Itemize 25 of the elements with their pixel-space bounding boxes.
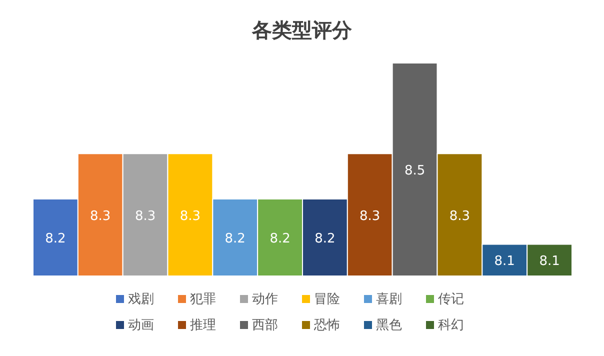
- chart-title: 各类型评分: [251, 18, 353, 42]
- data-label: 8.1: [539, 254, 560, 270]
- data-label: 8.3: [180, 208, 201, 224]
- data-label: 8.3: [90, 208, 111, 224]
- legend-label: 科幻: [438, 318, 464, 333]
- legend-label: 西部: [252, 318, 278, 333]
- legend-label: 动画: [128, 318, 154, 333]
- legend-label: 黑色: [376, 318, 402, 333]
- data-label: 8.2: [270, 231, 290, 246]
- legend-label: 恐怖: [313, 318, 340, 333]
- data-label: 8.2: [314, 231, 336, 246]
- data-label: 8.5: [404, 164, 426, 178]
- legend-label: 冒险: [314, 292, 340, 307]
- legend-label: 传记: [438, 292, 464, 307]
- legend-label: 戏剧: [128, 292, 154, 307]
- legend-label: 动作: [252, 292, 278, 307]
- legend-label: 喜剧: [376, 292, 402, 307]
- legend-label: 犯罪: [190, 292, 216, 307]
- data-label: 8.3: [134, 208, 156, 224]
- data-label: 8.2: [224, 231, 246, 246]
- data-label: 8.3: [360, 208, 380, 224]
- data-label: 8.2: [45, 231, 66, 246]
- data-label: 8.3: [449, 208, 470, 224]
- data-label: 8.1: [494, 254, 515, 270]
- legend-label: 推理: [190, 318, 216, 333]
